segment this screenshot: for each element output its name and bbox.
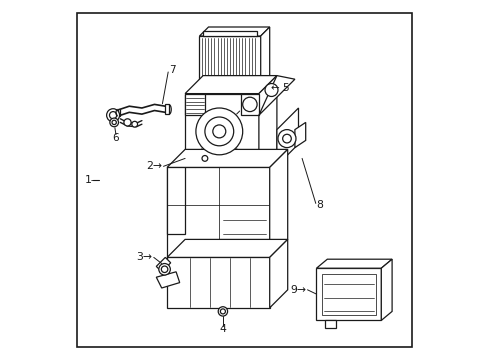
Polygon shape [167,167,269,257]
Circle shape [161,266,167,273]
Polygon shape [164,104,168,114]
Polygon shape [156,272,179,288]
Circle shape [106,109,120,122]
Circle shape [109,112,117,119]
Polygon shape [316,259,391,268]
Text: 8: 8 [316,200,323,210]
Circle shape [132,121,137,127]
Polygon shape [325,320,336,328]
Text: 7: 7 [168,65,175,75]
Polygon shape [167,239,287,257]
Circle shape [277,130,295,148]
Polygon shape [203,31,257,36]
Polygon shape [167,167,185,234]
Polygon shape [316,268,381,320]
Polygon shape [258,76,294,115]
Polygon shape [381,259,391,320]
Polygon shape [185,94,204,115]
Text: ← 5: ← 5 [271,83,289,93]
Polygon shape [276,108,298,166]
Polygon shape [294,122,305,148]
Polygon shape [321,274,375,315]
Circle shape [242,97,257,112]
Circle shape [196,108,242,155]
Text: 1–: 1– [84,175,97,185]
Circle shape [264,84,277,96]
Polygon shape [185,94,258,167]
Circle shape [202,156,207,161]
Circle shape [220,309,225,314]
Polygon shape [118,109,120,116]
Text: 9→: 9→ [290,285,306,295]
Circle shape [218,307,227,316]
Circle shape [212,125,225,138]
Circle shape [112,120,116,125]
Circle shape [159,264,170,275]
Polygon shape [167,257,269,308]
Polygon shape [241,94,258,115]
Circle shape [282,134,291,143]
Polygon shape [260,27,269,139]
Polygon shape [269,239,287,308]
Circle shape [110,118,118,127]
Polygon shape [269,149,287,257]
Text: 4: 4 [219,324,226,334]
Circle shape [123,119,131,126]
Polygon shape [258,76,276,167]
Polygon shape [199,36,260,139]
Circle shape [204,117,233,146]
Polygon shape [167,149,287,167]
Polygon shape [199,27,269,36]
Polygon shape [185,76,276,94]
Text: 3→: 3→ [136,252,152,262]
Polygon shape [156,257,170,272]
Text: 2→: 2→ [146,161,162,171]
Polygon shape [203,139,257,144]
Text: 6: 6 [112,132,119,143]
